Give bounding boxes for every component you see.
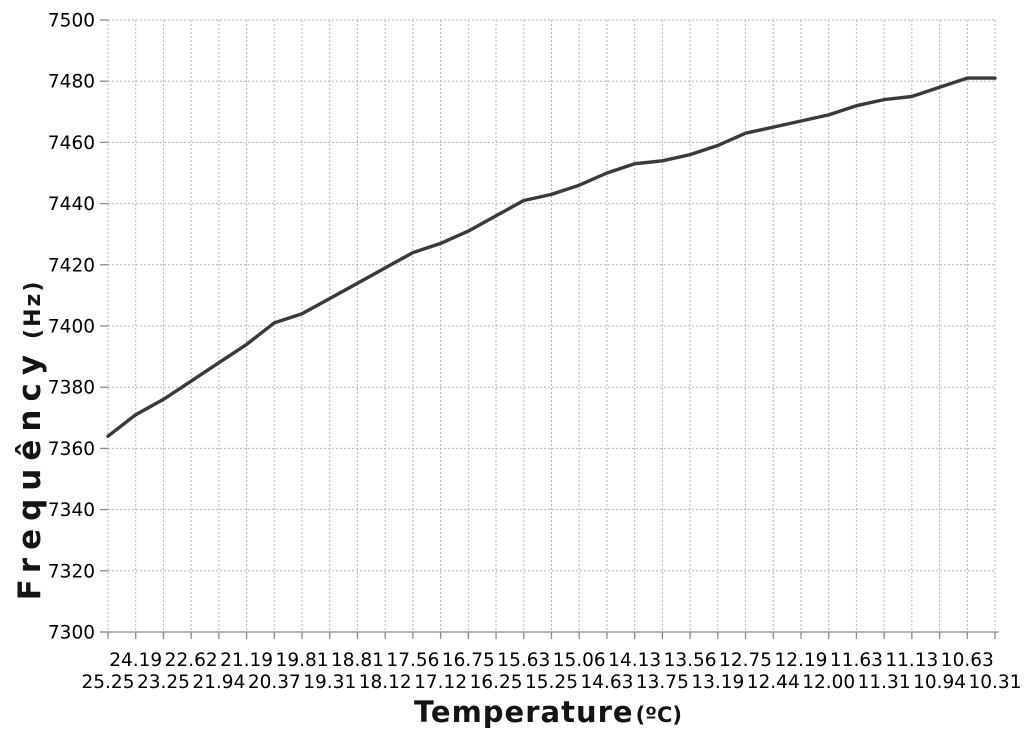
x-tick-label: 12.75	[719, 650, 772, 671]
y-axis-unit: (Hz)	[21, 279, 46, 339]
x-tick-label: 13.56	[664, 650, 717, 671]
x-axis-title-text: Temperature	[413, 695, 634, 729]
y-tick-label: 7480	[48, 72, 95, 93]
y-tick-label: 7320	[48, 561, 95, 582]
y-tick-label: 7500	[48, 11, 95, 32]
x-tick-label: 15.06	[553, 650, 606, 671]
x-tick-label: 21.94	[192, 672, 245, 693]
x-tick-label: 23.25	[137, 672, 190, 693]
x-tick-label: 21.19	[220, 650, 273, 671]
x-tick-label: 11.13	[885, 650, 938, 671]
x-tick-label: 18.81	[331, 650, 384, 671]
x-tick-label: 22.62	[165, 650, 218, 671]
y-tick-label: 7300	[48, 623, 95, 644]
x-tick-label: 12.19	[774, 650, 827, 671]
x-tick-label: 19.81	[276, 650, 329, 671]
x-tick-label: 12.00	[802, 672, 855, 693]
x-tick-label: 25.25	[82, 672, 135, 693]
x-axis-title: Temperature(ºC)	[414, 695, 682, 729]
x-tick-label: 13.75	[636, 672, 689, 693]
y-tick-label: 7420	[48, 255, 95, 276]
x-tick-label: 20.37	[248, 672, 301, 693]
y-tick-label: 7460	[48, 133, 95, 154]
x-tick-label: 10.94	[913, 672, 966, 693]
x-tick-label: 17.56	[386, 650, 439, 671]
x-tick-label: 24.19	[109, 650, 162, 671]
y-tick-label: 7440	[48, 194, 95, 215]
frequency-line	[106, 76, 997, 438]
x-tick-label: 13.19	[691, 672, 744, 693]
x-tick-label: 14.63	[580, 672, 633, 693]
x-tick-label: 18.12	[359, 672, 412, 693]
y-axis-title: Frequêncy (Hz)	[12, 280, 48, 601]
y-tick-label: 7380	[48, 378, 95, 399]
x-tick-label: 14.13	[608, 650, 661, 671]
x-tick-label: 16.75	[442, 650, 495, 671]
x-tick-label: 10.31	[969, 672, 1022, 693]
x-tick-label: 11.31	[858, 672, 911, 693]
x-tick-label: 10.63	[941, 650, 994, 671]
y-axis-title-text: Frequêncy	[12, 346, 48, 601]
y-tick-label: 7340	[48, 500, 95, 521]
y-tick-label: 7360	[48, 439, 95, 460]
x-tick-label: 11.63	[830, 650, 883, 671]
x-tick-label: 12.44	[747, 672, 800, 693]
x-tick-label: 19.31	[303, 672, 356, 693]
x-axis-unit: (ºC)	[635, 703, 683, 727]
x-tick-label: 15.25	[525, 672, 578, 693]
x-tick-label: 17.12	[414, 672, 467, 693]
x-tick-label: 16.25	[470, 672, 523, 693]
y-tick-label: 7400	[48, 317, 95, 338]
x-tick-label: 15.63	[497, 650, 550, 671]
